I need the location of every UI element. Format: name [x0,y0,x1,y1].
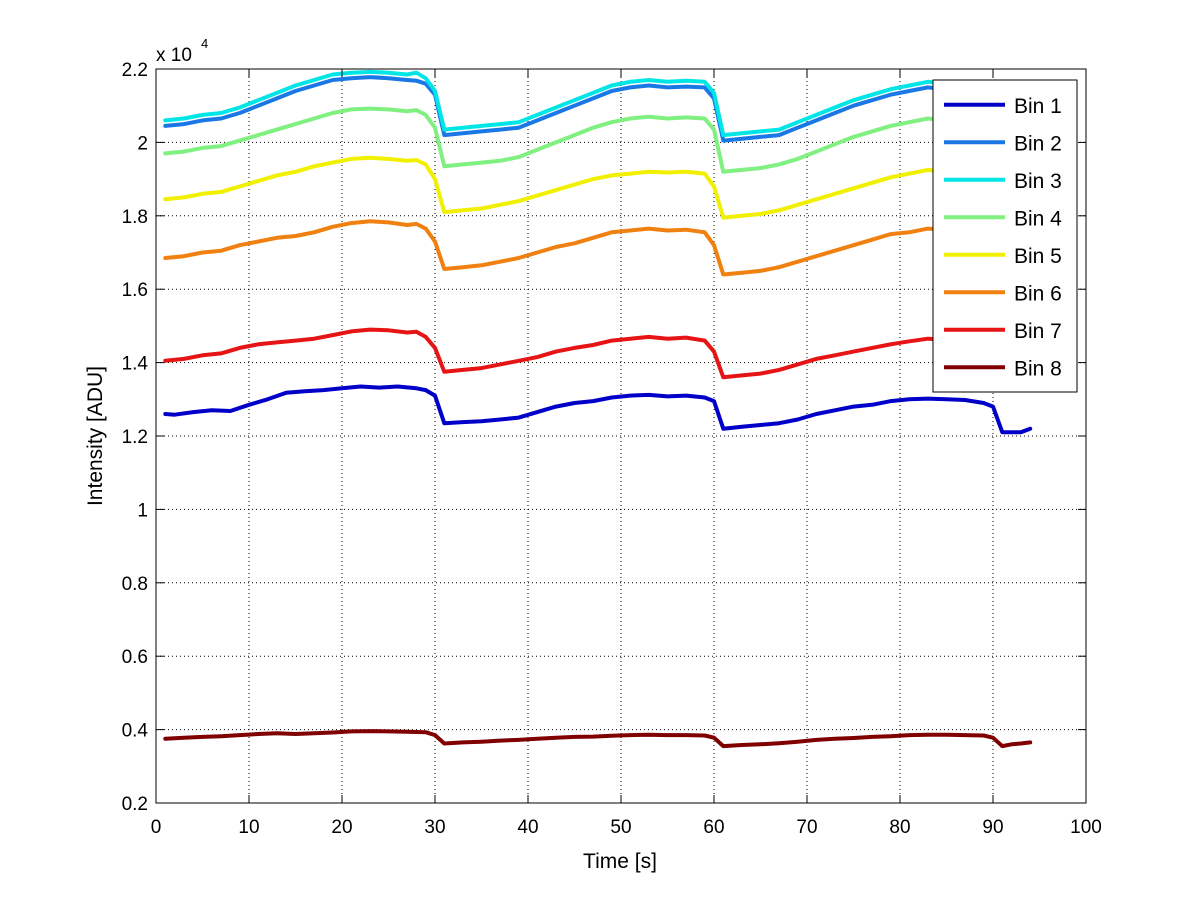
x-tick-label: 0 [151,817,162,838]
x-tick-label: 70 [796,817,817,838]
axis-ticks: 0 10 20 30 40 50 60 70 80 90 100 0.2 0.4 0.6 0.8 1 1.2 1.… [122,60,1102,838]
x-tick-label: 50 [610,817,631,838]
x-tick-label: 30 [424,817,445,838]
x-tick-label: 10 [238,817,259,838]
legend-label: Bin 2 [1014,132,1062,155]
y-tick-label: 1.8 [122,207,148,228]
x-tick-label: 100 [1070,817,1102,838]
y-axis-label: Intensity [ADU] [84,366,107,506]
legend-label: Bin 7 [1014,320,1062,343]
series-line-bin-7 [163,327,949,380]
legend-label: Bin 5 [1014,245,1062,268]
y-multiplier-exponent: 4 [201,36,208,51]
grid-lines [156,69,1086,803]
x-tick-label: 20 [331,817,352,838]
legend-label: Bin 4 [1014,207,1062,230]
y-tick-label: 1.2 [122,427,148,448]
series-line-bin-6 [163,219,949,277]
x-axis-label: Time [s] [583,850,657,873]
legend: Bin 1 Bin 2 Bin 3 Bin 4 Bin 5 Bin 6 Bin 7 Bin 8 [932,79,1078,393]
y-tick-label: 1 [137,500,148,521]
series-layer [163,69,1033,749]
y-tick-label: 0.6 [122,647,148,668]
legend-label: Bin 8 [1014,357,1062,380]
y-tick-label: 1.6 [122,280,148,301]
legend-label: Bin 6 [1014,282,1062,305]
y-tick-label: 0.8 [122,574,148,595]
series-line-bin-8 [163,729,1033,749]
series-line-bin-2 [163,75,949,143]
y-multiplier-label: x 10 [156,45,192,66]
legend-label: Bin 1 [1014,95,1062,118]
y-tick-label: 0.4 [122,721,149,742]
x-tick-label: 40 [517,817,538,838]
legend-box [932,79,1078,393]
y-tick-label: 0.2 [122,794,148,815]
series-line-bin-1 [163,384,1033,435]
y-tick-label: 2.2 [122,60,148,81]
y-tick-label: 2 [137,133,148,154]
x-tick-label: 80 [889,817,910,838]
legend-label: Bin 3 [1014,170,1062,193]
x-tick-label: 90 [982,817,1003,838]
series-line-bin-3 [163,69,949,138]
series-line-bin-5 [163,155,949,220]
x-tick-label: 60 [703,817,724,838]
series-line-bin-4 [163,106,949,174]
y-tick-label: 1.4 [122,354,149,375]
